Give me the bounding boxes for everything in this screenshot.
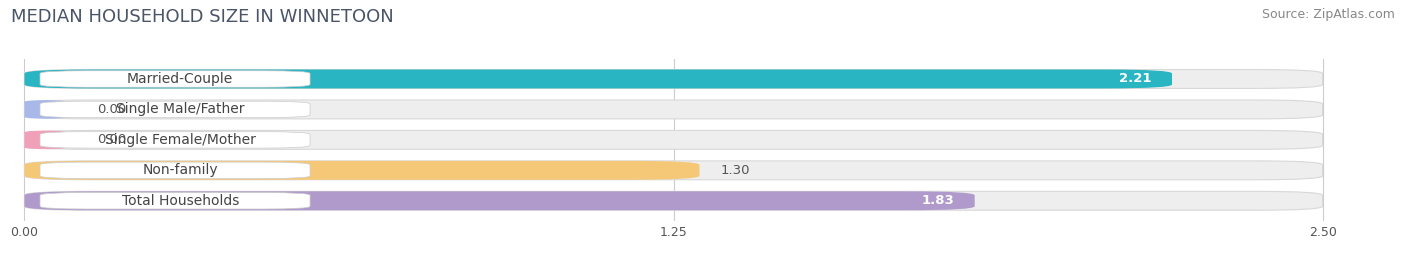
FancyBboxPatch shape [24, 161, 700, 180]
Text: Single Male/Father: Single Male/Father [115, 102, 245, 116]
FancyBboxPatch shape [39, 193, 311, 209]
Text: Total Households: Total Households [121, 194, 239, 208]
Text: 1.83: 1.83 [921, 194, 953, 207]
FancyBboxPatch shape [24, 100, 1323, 119]
Text: 2.21: 2.21 [1119, 72, 1152, 86]
FancyBboxPatch shape [39, 101, 311, 118]
Text: Source: ZipAtlas.com: Source: ZipAtlas.com [1261, 8, 1395, 21]
FancyBboxPatch shape [24, 100, 66, 119]
Text: 1.30: 1.30 [720, 164, 749, 177]
FancyBboxPatch shape [24, 161, 1323, 180]
FancyBboxPatch shape [24, 191, 1323, 210]
FancyBboxPatch shape [39, 132, 311, 148]
FancyBboxPatch shape [24, 130, 1323, 149]
FancyBboxPatch shape [24, 69, 1173, 89]
Text: 0.00: 0.00 [97, 103, 127, 116]
FancyBboxPatch shape [24, 191, 974, 210]
Text: Single Female/Mother: Single Female/Mother [105, 133, 256, 147]
FancyBboxPatch shape [39, 162, 311, 179]
Text: MEDIAN HOUSEHOLD SIZE IN WINNETOON: MEDIAN HOUSEHOLD SIZE IN WINNETOON [11, 8, 394, 26]
Text: Non-family: Non-family [142, 163, 218, 177]
FancyBboxPatch shape [24, 130, 66, 149]
Text: Married-Couple: Married-Couple [127, 72, 233, 86]
Text: 0.00: 0.00 [97, 133, 127, 146]
FancyBboxPatch shape [24, 69, 1323, 89]
FancyBboxPatch shape [39, 71, 311, 87]
